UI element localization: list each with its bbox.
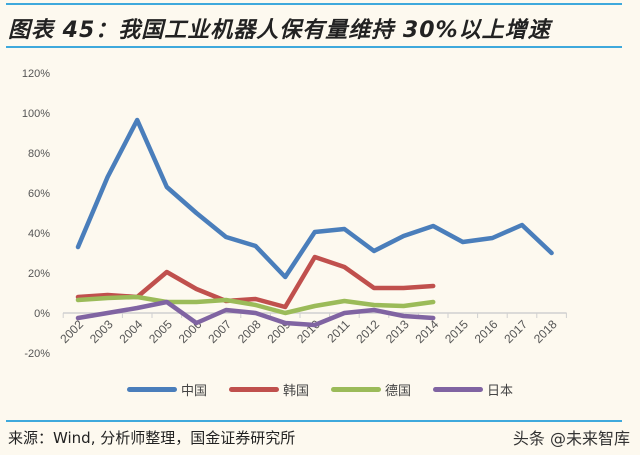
x-tick-label: 2017 xyxy=(501,317,530,346)
legend-label: 中国 xyxy=(180,384,207,399)
y-tick-label: 60% xyxy=(28,188,50,200)
legend-swatch xyxy=(228,387,279,392)
legend-label: 韩国 xyxy=(282,384,309,399)
chart-title: 图表 45：我国工业机器人保有量维持 30%以上增速 xyxy=(8,18,551,43)
x-tick-label: 2007 xyxy=(205,317,234,346)
series-line-1 xyxy=(75,254,436,310)
x-tick-label: 2012 xyxy=(353,317,382,346)
legend-label: 德国 xyxy=(385,384,412,399)
legend: 中国 韩国 德国 日本 xyxy=(0,380,640,399)
x-tick-label: 2014 xyxy=(413,317,442,346)
legend-swatch xyxy=(433,387,484,392)
title-rule xyxy=(6,46,622,48)
source-note: 来源：Wind, 分析师整理，国金证券研究所 xyxy=(8,429,296,447)
y-tick-label: 120% xyxy=(22,68,50,80)
y-tick-label: 0% xyxy=(34,308,50,320)
legend-label: 日本 xyxy=(487,384,514,399)
x-tick-label: 2018 xyxy=(531,317,560,346)
top-rule xyxy=(6,3,622,5)
x-tick-label: 2008 xyxy=(235,317,264,346)
watermark: 头条 @未来智库 xyxy=(512,429,630,448)
line-chart: -20%0%20%40%60%80%100%120%2002 2003 2004 20… xyxy=(22,68,567,360)
x-tick-label: 2003 xyxy=(87,317,116,346)
legend-item: 德国 xyxy=(331,380,411,399)
x-tick-label: 2015 xyxy=(442,317,471,346)
y-tick-label: 40% xyxy=(28,228,50,240)
legend-swatch xyxy=(331,387,381,392)
legend-item: 韩国 xyxy=(228,380,309,399)
x-tick-label: 2016 xyxy=(472,317,501,346)
legend-swatch xyxy=(126,387,177,392)
x-tick-label: 2002 xyxy=(57,317,86,346)
y-tick-label: 20% xyxy=(28,268,50,280)
y-tick-label: 80% xyxy=(28,148,50,160)
legend-item: 日本 xyxy=(433,380,513,399)
y-tick-label: -20% xyxy=(24,348,50,360)
y-tick-label: 100% xyxy=(22,108,50,120)
legend-item: 中国 xyxy=(126,380,207,399)
x-tick-label: 2004 xyxy=(117,317,146,346)
x-tick-label: 2005 xyxy=(146,317,175,346)
footer-rule xyxy=(6,420,622,422)
x-tick-label: 2013 xyxy=(383,317,412,346)
series-line-0 xyxy=(75,117,554,280)
